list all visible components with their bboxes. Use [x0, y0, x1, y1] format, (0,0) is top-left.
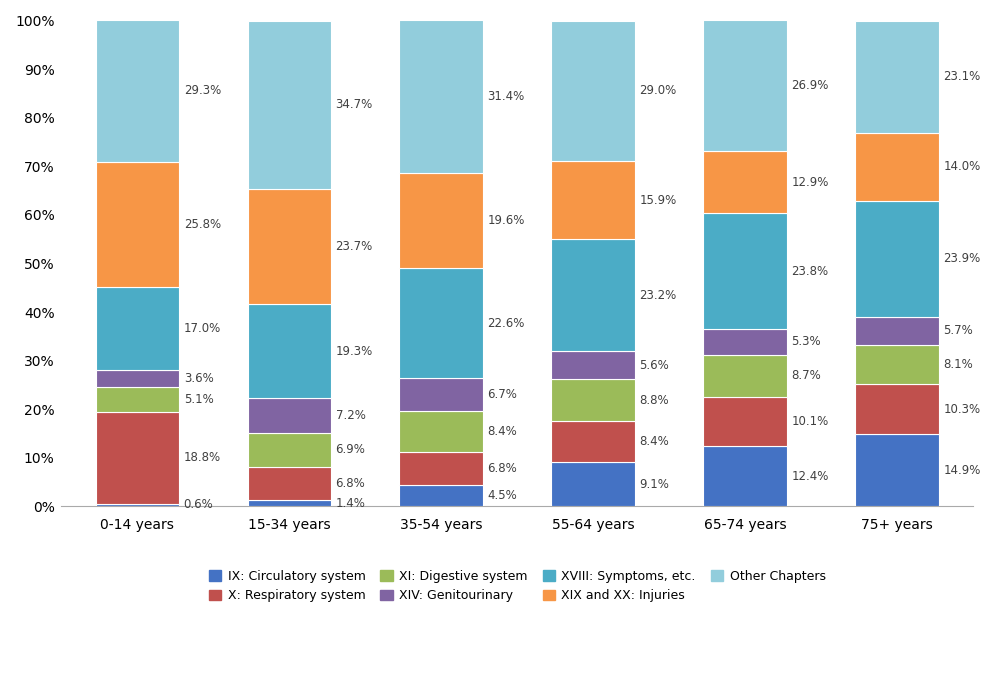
Text: 1.4%: 1.4% [336, 496, 365, 509]
Bar [248, 304, 331, 398]
Text: 23.8%: 23.8% [791, 264, 828, 278]
Text: 6.8%: 6.8% [488, 461, 517, 475]
Text: 12.4%: 12.4% [791, 470, 829, 483]
Text: 8.7%: 8.7% [791, 370, 821, 383]
Bar [855, 20, 939, 133]
Bar [551, 351, 635, 379]
Text: 6.9%: 6.9% [336, 443, 365, 457]
Text: 17.0%: 17.0% [184, 322, 221, 335]
Text: 6.7%: 6.7% [488, 388, 517, 401]
Text: 5.1%: 5.1% [184, 393, 213, 406]
Bar [551, 20, 635, 161]
Text: 3.6%: 3.6% [184, 372, 213, 385]
Bar [96, 19, 179, 162]
Text: 19.3%: 19.3% [336, 345, 373, 358]
Bar [399, 173, 483, 269]
Bar [96, 503, 179, 507]
Bar [551, 161, 635, 239]
Bar [855, 133, 939, 200]
Bar [399, 269, 483, 378]
Bar [248, 466, 331, 500]
Text: 12.9%: 12.9% [791, 175, 829, 189]
Text: 5.6%: 5.6% [639, 358, 669, 372]
Bar [551, 239, 635, 351]
Text: 9.1%: 9.1% [639, 478, 669, 491]
Bar [96, 412, 179, 503]
Text: 4.5%: 4.5% [488, 489, 517, 502]
Bar [399, 411, 483, 452]
Text: 5.7%: 5.7% [943, 324, 973, 338]
Text: 26.9%: 26.9% [791, 79, 829, 92]
Bar [399, 484, 483, 507]
Bar [855, 317, 939, 345]
Bar [551, 379, 635, 421]
Text: 0.6%: 0.6% [184, 498, 213, 512]
Bar [551, 421, 635, 462]
Text: 14.0%: 14.0% [943, 160, 980, 173]
Text: 31.4%: 31.4% [488, 90, 525, 103]
Text: 10.1%: 10.1% [791, 415, 829, 428]
Bar [399, 452, 483, 484]
Text: 34.7%: 34.7% [336, 98, 373, 111]
Bar [248, 433, 331, 466]
Bar [248, 189, 331, 304]
Bar [703, 151, 787, 214]
Text: 18.8%: 18.8% [184, 451, 221, 464]
Text: 14.9%: 14.9% [943, 464, 981, 477]
Bar [551, 462, 635, 507]
Text: 7.2%: 7.2% [336, 409, 365, 422]
Text: 19.6%: 19.6% [488, 214, 525, 227]
Bar [399, 378, 483, 411]
Text: 10.3%: 10.3% [943, 402, 980, 416]
Text: 8.8%: 8.8% [639, 393, 669, 406]
Bar [248, 398, 331, 433]
Bar [703, 214, 787, 329]
Bar [703, 355, 787, 397]
Text: 8.1%: 8.1% [943, 358, 973, 371]
Bar [703, 329, 787, 355]
Bar [96, 162, 179, 287]
Text: 23.2%: 23.2% [639, 289, 677, 301]
Bar [248, 500, 331, 507]
Text: 23.7%: 23.7% [336, 240, 373, 253]
Bar [703, 20, 787, 151]
Bar [248, 20, 331, 189]
Bar [96, 287, 179, 370]
Text: 23.9%: 23.9% [943, 253, 980, 265]
Bar [96, 370, 179, 388]
Text: 29.3%: 29.3% [184, 84, 221, 97]
Bar [855, 200, 939, 317]
Text: 15.9%: 15.9% [639, 193, 677, 207]
Text: 8.4%: 8.4% [639, 435, 669, 448]
Text: 29.0%: 29.0% [639, 84, 677, 97]
Bar [96, 388, 179, 412]
Bar [855, 384, 939, 434]
Legend: IX: Circulatory system, X: Respiratory system, XI: Digestive system, XIV: Genito: IX: Circulatory system, X: Respiratory s… [205, 566, 829, 606]
Text: 22.6%: 22.6% [488, 317, 525, 330]
Bar [855, 345, 939, 384]
Text: 6.8%: 6.8% [336, 477, 365, 489]
Text: 25.8%: 25.8% [184, 218, 221, 231]
Bar [399, 20, 483, 173]
Bar [855, 434, 939, 507]
Text: 8.4%: 8.4% [488, 425, 517, 438]
Bar [703, 397, 787, 446]
Text: 5.3%: 5.3% [791, 335, 821, 349]
Bar [703, 446, 787, 507]
Text: 23.1%: 23.1% [943, 70, 980, 83]
